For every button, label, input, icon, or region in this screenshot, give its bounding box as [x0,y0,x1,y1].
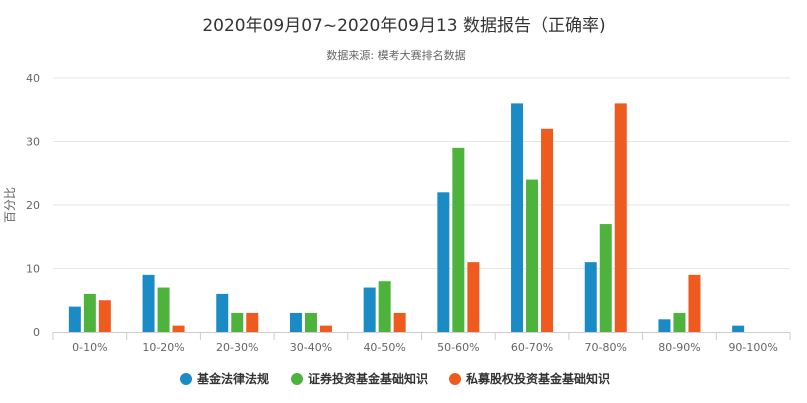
bar[interactable] [526,179,539,332]
legend-item[interactable]: 基金法律法规 [180,371,269,386]
x-tick-label: 80-90% [658,341,700,354]
x-tick-label: 50-60% [437,341,479,354]
x-axis-ticks: 0-10% 10-20% 20-30% 30-40% 40-50% 50-60% 60-70… [72,341,778,354]
bar[interactable] [142,274,155,332]
x-tick-label: 40-50% [363,341,405,354]
bar[interactable] [83,293,96,332]
bar[interactable] [393,312,406,332]
bar[interactable] [172,325,185,332]
legend-marker [291,373,303,385]
bar[interactable] [452,147,465,332]
x-tick-label: 0-10% [72,341,107,354]
bar[interactable] [216,293,229,332]
x-tick-label: 60-70% [511,341,553,354]
bar[interactable] [584,262,597,332]
bar[interactable] [467,262,480,332]
y-tick-label: 20 [26,199,40,212]
bar[interactable] [231,312,244,332]
bar[interactable] [304,312,317,332]
legend-label: 私募股权投资基金基础知识 [465,371,610,386]
bar[interactable] [688,274,701,332]
x-tick-label: 90-100% [728,341,777,354]
bar[interactable] [289,312,302,332]
legend-item[interactable]: 私募股权投资基金基础知识 [449,371,610,386]
x-tick-label: 20-30% [216,341,258,354]
bar[interactable] [68,306,81,332]
bar[interactable] [378,281,391,332]
legend-label: 证券投资基金基础知识 [308,371,428,386]
y-tick-label: 10 [26,263,40,276]
bar[interactable] [363,287,376,332]
grid-lines [53,77,790,269]
x-tick-label: 70-80% [585,341,627,354]
bar[interactable] [98,300,111,332]
bars [68,103,745,333]
legend-marker [180,373,192,385]
legend-label: 基金法律法规 [196,371,269,386]
bar[interactable] [319,325,332,332]
y-tick-label: 30 [26,136,40,149]
legend-item[interactable]: 证券投资基金基础知识 [291,371,428,386]
legend[interactable]: 基金法律法规 证券投资基金基础知识 私募股权投资基金基础知识 [180,371,610,386]
bar[interactable] [658,319,671,332]
bar[interactable] [614,103,627,333]
x-tick-label: 10-20% [142,341,184,354]
bar[interactable] [599,224,612,332]
chart-title: 2020年09月07~2020年09月13 数据报告（正确率) [202,16,605,36]
bar[interactable] [541,128,554,332]
chart-subtitle: 数据来源: 模考大赛排名数据 [326,48,465,62]
bar[interactable] [246,312,259,332]
x-tick-label: 30-40% [290,341,332,354]
bar[interactable] [511,103,524,333]
bar[interactable] [157,287,170,332]
x-axis [52,332,791,340]
legend-marker [449,373,461,385]
y-axis-ticks: 0 10 20 30 40 [26,72,40,339]
y-axis-label: 百分比 [3,187,17,223]
bar[interactable] [673,312,686,332]
bar[interactable] [437,192,450,332]
y-tick-label: 0 [33,326,40,339]
y-tick-label: 40 [26,72,40,85]
bar[interactable] [732,325,745,332]
